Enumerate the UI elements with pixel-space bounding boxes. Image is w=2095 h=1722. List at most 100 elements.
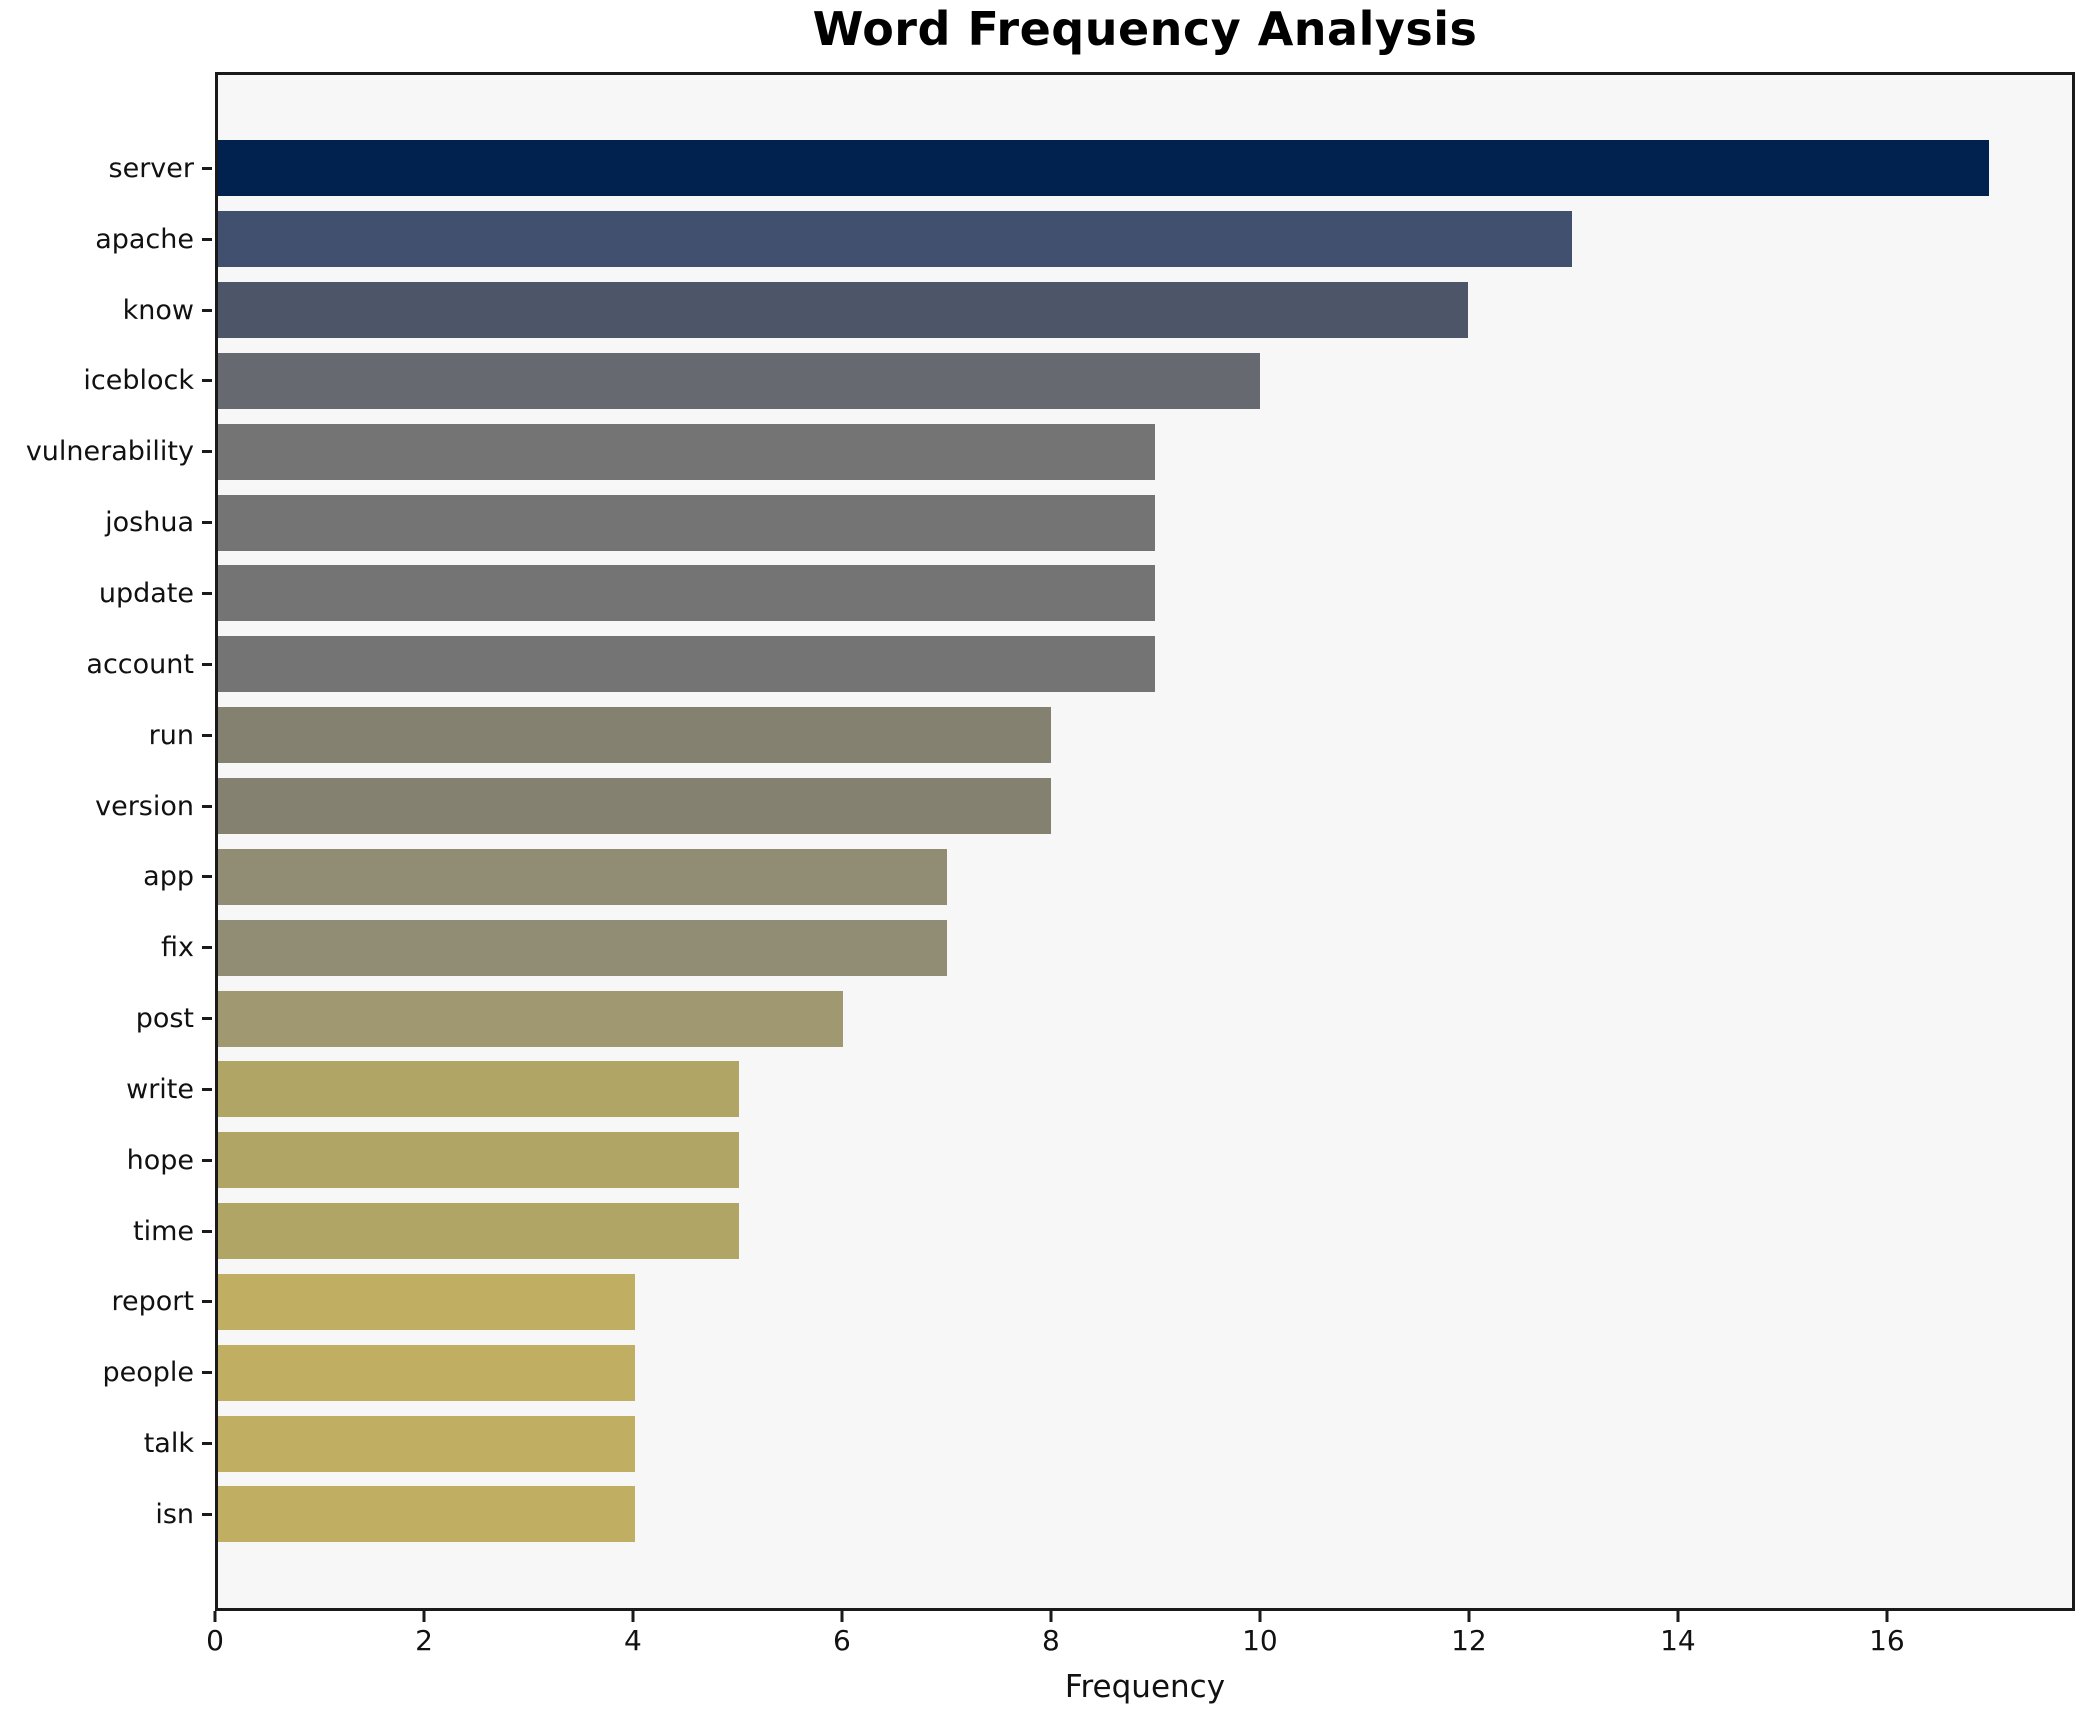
y-tick-label: fix xyxy=(161,932,194,964)
y-tick-row: vulnerability xyxy=(0,416,212,487)
bar-row xyxy=(218,1196,2072,1267)
x-tick-mark xyxy=(1885,1611,1889,1622)
bar-app xyxy=(218,848,948,905)
x-tick-label: 4 xyxy=(624,1624,642,1657)
y-tick-mark xyxy=(202,308,212,312)
x-tick-label: 8 xyxy=(1042,1624,1060,1657)
bar-row xyxy=(218,629,2072,700)
bar-people xyxy=(218,1344,635,1401)
y-tick-mark xyxy=(202,591,212,595)
y-tick-label: joshua xyxy=(105,507,194,539)
bar-row xyxy=(218,346,2072,417)
x-tick-mark xyxy=(1676,1611,1680,1622)
y-tick-mark xyxy=(202,946,212,950)
bar-vulnerability xyxy=(218,423,1156,480)
y-tick-mark xyxy=(202,1158,212,1162)
x-axis-label: Frequency xyxy=(1064,1669,1226,1705)
y-tick-label: report xyxy=(111,1286,194,1318)
y-tick-label: apache xyxy=(95,223,194,255)
bar-row xyxy=(218,1408,2072,1479)
x-tick-label: 6 xyxy=(833,1624,851,1657)
y-tick-mark xyxy=(202,733,212,737)
bar-talk xyxy=(218,1415,635,1472)
bar-version xyxy=(218,778,1052,835)
y-tick-mark xyxy=(202,1229,212,1233)
y-tick-row: hope xyxy=(0,1125,212,1196)
y-tick-label: version xyxy=(95,790,194,822)
y-tick-label: hope xyxy=(126,1144,194,1176)
bar-know xyxy=(218,282,1468,339)
y-tick-mark xyxy=(202,804,212,808)
bar-row xyxy=(218,771,2072,842)
x-tick-mark xyxy=(631,1611,635,1622)
y-tick-row: account xyxy=(0,629,212,700)
bar-row xyxy=(218,416,2072,487)
y-tick-label: run xyxy=(148,719,194,751)
bar-fix xyxy=(218,919,948,976)
y-tick-mark xyxy=(202,1300,212,1304)
bar-account xyxy=(218,636,1156,693)
x-tick-label: 12 xyxy=(1451,1624,1487,1657)
y-tick-row: people xyxy=(0,1337,212,1408)
bar-row xyxy=(218,275,2072,346)
y-tick-row: talk xyxy=(0,1408,212,1479)
y-tick-label: talk xyxy=(143,1428,194,1460)
y-tick-label: post xyxy=(135,1003,194,1035)
bar-row xyxy=(218,1267,2072,1338)
y-tick-mark xyxy=(202,662,212,666)
y-tick-row: joshua xyxy=(0,487,212,558)
y-tick-label: server xyxy=(108,152,194,184)
bar-row xyxy=(218,204,2072,275)
y-tick-mark xyxy=(202,1371,212,1375)
y-tick-row: know xyxy=(0,275,212,346)
y-tick-row: run xyxy=(0,700,212,771)
bar-server xyxy=(218,140,1989,197)
y-tick-label: app xyxy=(143,861,194,893)
bars xyxy=(218,133,2072,1550)
plot-area xyxy=(215,72,2075,1611)
y-tick-label: know xyxy=(122,294,194,326)
bar-joshua xyxy=(218,494,1156,551)
y-tick-mark xyxy=(202,379,212,383)
y-tick-mark xyxy=(202,875,212,879)
y-tick-row: version xyxy=(0,771,212,842)
chart-title: Word Frequency Analysis xyxy=(812,2,1478,56)
x-tick-mark xyxy=(1049,1611,1053,1622)
bar-row xyxy=(218,700,2072,771)
y-tick-row: report xyxy=(0,1267,212,1338)
x-tick-label: 2 xyxy=(415,1624,433,1657)
x-tick-label: 14 xyxy=(1660,1624,1696,1657)
bar-apache xyxy=(218,211,1573,268)
bar-isn xyxy=(218,1486,635,1543)
bar-row xyxy=(218,1337,2072,1408)
bar-update xyxy=(218,565,1156,622)
y-tick-label: update xyxy=(98,577,194,609)
bar-row xyxy=(218,133,2072,204)
bar-row xyxy=(218,912,2072,983)
bar-write xyxy=(218,1061,739,1118)
y-axis-labels: server apache know iceblock vulnerability jos… xyxy=(0,72,212,1611)
bar-row xyxy=(218,1054,2072,1125)
x-tick-label: 16 xyxy=(1869,1624,1905,1657)
bar-row xyxy=(218,1479,2072,1550)
x-tick-mark xyxy=(1258,1611,1262,1622)
bar-report xyxy=(218,1273,635,1330)
y-tick-mark xyxy=(202,450,212,454)
x-tick-mark xyxy=(422,1611,426,1622)
bar-run xyxy=(218,707,1052,764)
bar-row xyxy=(218,1125,2072,1196)
y-tick-label: account xyxy=(86,648,194,680)
y-tick-row: fix xyxy=(0,912,212,983)
y-tick-row: apache xyxy=(0,204,212,275)
y-tick-row: app xyxy=(0,841,212,912)
bar-row xyxy=(218,487,2072,558)
y-tick-mark xyxy=(202,166,212,170)
y-tick-row: server xyxy=(0,133,212,204)
y-tick-row: iceblock xyxy=(0,346,212,417)
x-tick-mark xyxy=(213,1611,217,1622)
y-tick-mark xyxy=(202,237,212,241)
bar-row xyxy=(218,983,2072,1054)
bar-iceblock xyxy=(218,352,1260,409)
y-tick-label: people xyxy=(102,1357,194,1389)
